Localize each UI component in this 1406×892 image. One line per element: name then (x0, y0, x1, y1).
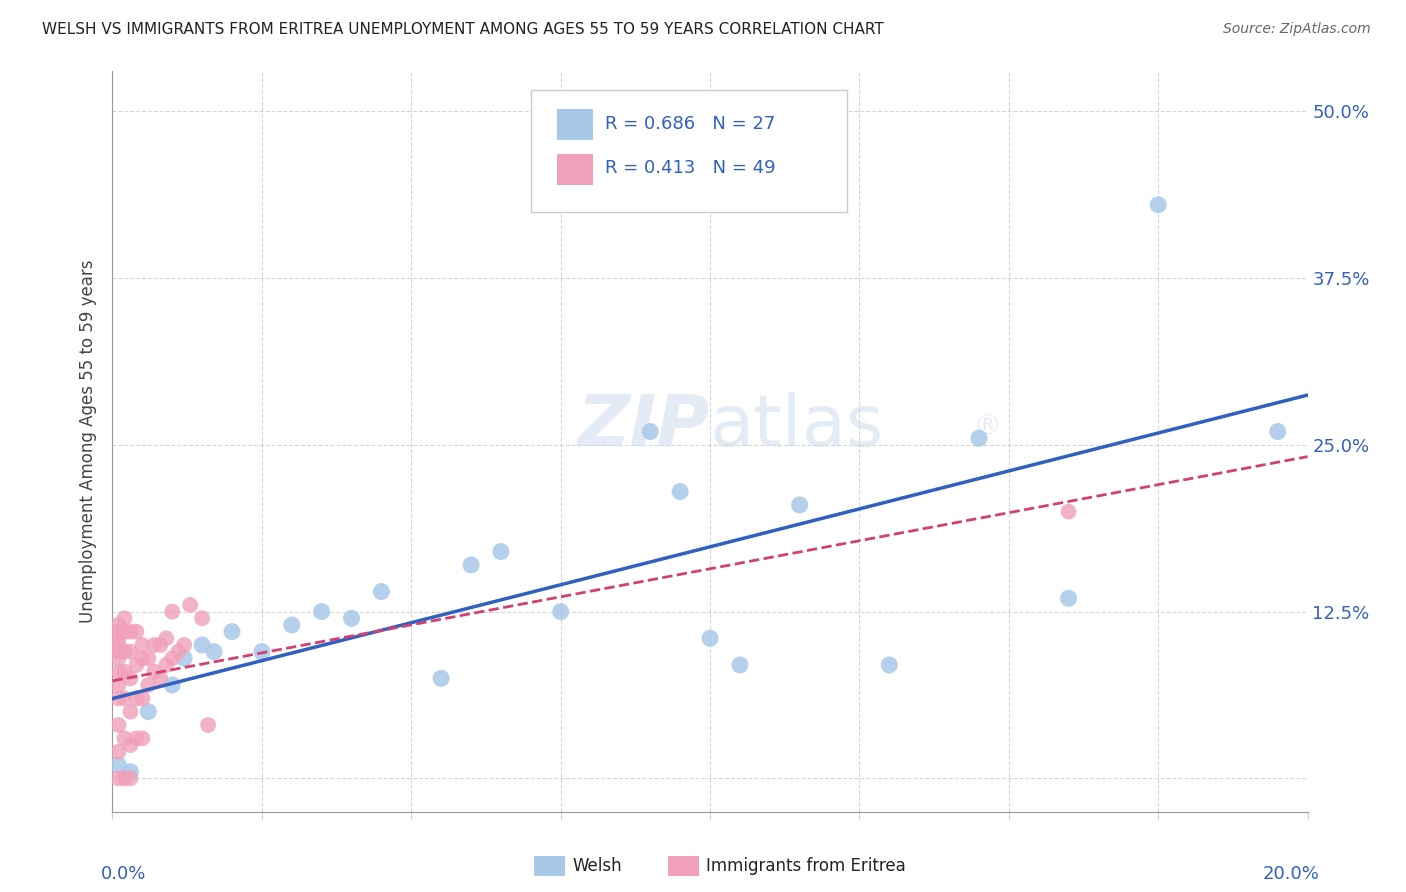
Point (114, 691, 135, 706)
Point (699, 632, 721, 646)
Text: Welsh: Welsh (572, 857, 621, 875)
Point (149, 638, 172, 652)
Point (340, 611, 363, 625)
Point (640, 425, 662, 439)
Point (155, 632, 177, 646)
Point (131, 638, 153, 652)
Point (125, 731, 148, 746)
Point (162, 605, 183, 619)
Point (114, 611, 135, 625)
Point (221, 624, 243, 639)
Point (107, 632, 129, 646)
Point (120, 671, 142, 685)
Point (191, 638, 214, 652)
Point (138, 678, 160, 692)
FancyBboxPatch shape (531, 90, 848, 212)
Point (138, 705, 160, 719)
Point (1147, 198, 1170, 212)
Point (162, 651, 183, 665)
Point (191, 611, 214, 625)
Point (179, 598, 201, 612)
Point (967, 431, 990, 445)
Point (460, 558, 482, 572)
Point (107, 718, 129, 732)
Text: Source: ZipAtlas.com: Source: ZipAtlas.com (1223, 22, 1371, 37)
Point (370, 584, 392, 599)
Text: ®: ® (973, 413, 1001, 441)
Point (107, 758, 129, 772)
Point (107, 691, 129, 706)
Point (728, 657, 751, 672)
Point (143, 665, 166, 679)
Point (114, 665, 135, 679)
Point (149, 671, 172, 685)
Point (879, 657, 901, 672)
Text: 0.0%: 0.0% (101, 865, 146, 883)
Point (789, 498, 811, 512)
Text: Immigrants from Eritrea: Immigrants from Eritrea (706, 857, 905, 875)
Point (173, 638, 195, 652)
Point (114, 772, 135, 786)
Text: 20.0%: 20.0% (1263, 865, 1320, 883)
Y-axis label: Unemployment Among Ages 55 to 59 years: Unemployment Among Ages 55 to 59 years (79, 260, 97, 624)
Point (131, 731, 153, 746)
Point (311, 605, 333, 619)
Point (550, 605, 572, 619)
Point (107, 624, 129, 639)
Point (107, 745, 129, 759)
Point (250, 645, 273, 659)
Point (120, 624, 142, 639)
Point (120, 764, 142, 779)
Point (107, 638, 129, 652)
Point (107, 645, 129, 659)
Point (131, 651, 153, 665)
Point (120, 772, 142, 786)
Point (669, 484, 692, 499)
Text: WELSH VS IMMIGRANTS FROM ERITREA UNEMPLOYMENT AMONG AGES 55 TO 59 YEARS CORRELAT: WELSH VS IMMIGRANTS FROM ERITREA UNEMPLO… (42, 22, 884, 37)
Point (107, 651, 129, 665)
Point (1057, 591, 1080, 606)
Point (120, 645, 142, 659)
Point (125, 624, 148, 639)
Bar (557, 153, 593, 185)
Point (173, 651, 195, 665)
Point (143, 638, 166, 652)
Point (155, 657, 177, 672)
Point (1267, 425, 1289, 439)
Point (107, 618, 129, 632)
Point (162, 678, 183, 692)
Point (1057, 505, 1080, 519)
Text: ZIP: ZIP (578, 392, 710, 461)
Text: R = 0.413   N = 49: R = 0.413 N = 49 (605, 160, 776, 178)
Point (281, 618, 304, 632)
Point (107, 678, 129, 692)
Point (125, 691, 148, 706)
Bar (557, 109, 593, 140)
Point (138, 651, 160, 665)
Point (114, 645, 135, 659)
Point (167, 645, 190, 659)
Point (107, 665, 129, 679)
Point (430, 671, 453, 685)
Point (120, 705, 142, 719)
Point (120, 738, 142, 752)
Point (489, 544, 512, 558)
Text: R = 0.686   N = 27: R = 0.686 N = 27 (605, 115, 775, 133)
Point (114, 731, 135, 746)
Point (131, 691, 153, 706)
Point (114, 624, 135, 639)
Point (197, 718, 219, 732)
Text: atlas: atlas (710, 392, 884, 461)
Point (202, 645, 225, 659)
Point (125, 657, 148, 672)
Point (107, 772, 129, 786)
